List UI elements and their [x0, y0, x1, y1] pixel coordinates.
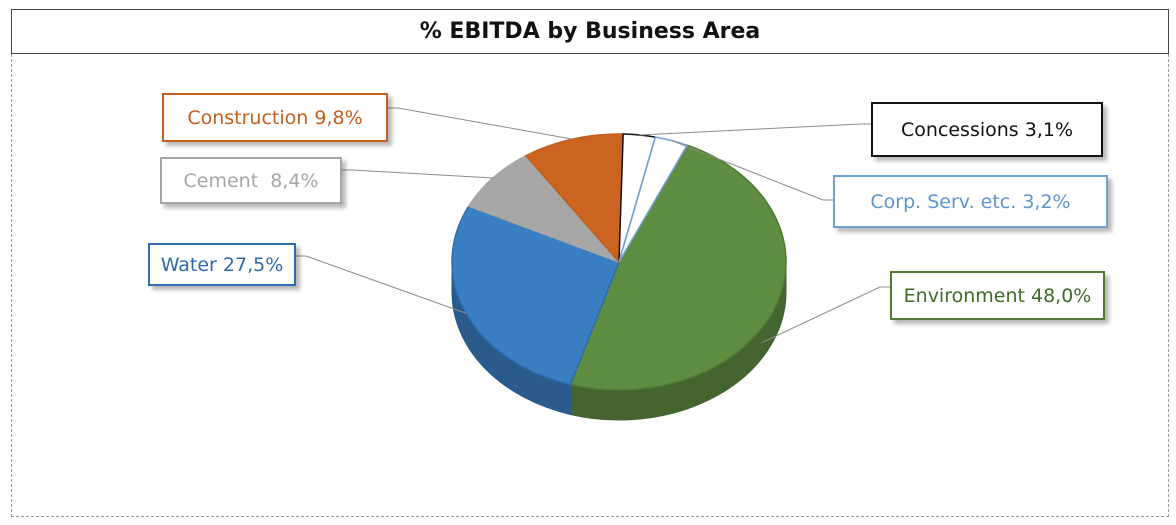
leader-line-concessions	[639, 123, 871, 136]
label-cement: Cement 8,4%	[160, 157, 342, 204]
leader-line-environment	[761, 286, 890, 344]
label-construction: Construction 9,8%	[162, 93, 388, 142]
pie-slice-environment	[569, 144, 787, 391]
label-water-text: Water 27,5%	[160, 253, 284, 276]
leader-line-water	[296, 255, 467, 314]
label-corp-serv: Corp. Serv. etc. 3,2%	[833, 175, 1108, 228]
label-environment: Environment 48,0%	[890, 271, 1105, 320]
label-concessions: Concessions 3,1%	[871, 102, 1103, 157]
leader-line-construction	[388, 107, 573, 140]
leader-line-corp-serv-etc-	[671, 140, 833, 201]
label-cement-text: Cement 8,4%	[183, 169, 319, 192]
label-environment-text: Environment 48,0%	[903, 284, 1092, 307]
pie-slice-cement	[467, 154, 620, 263]
pie-slice-water	[451, 205, 620, 386]
label-construction-text: Construction 9,8%	[187, 106, 363, 129]
chart-title: % EBITDA by Business Area	[419, 19, 761, 44]
label-concessions-text: Concessions 3,1%	[900, 118, 1074, 141]
chart-title-bar: % EBITDA by Business Area	[11, 9, 1169, 54]
pie-slice-corp-serv-etc-	[618, 136, 689, 263]
label-water: Water 27,5%	[148, 243, 296, 286]
leader-line-cement	[342, 169, 494, 179]
label-corp-serv-text: Corp. Serv. etc. 3,2%	[870, 190, 1071, 213]
